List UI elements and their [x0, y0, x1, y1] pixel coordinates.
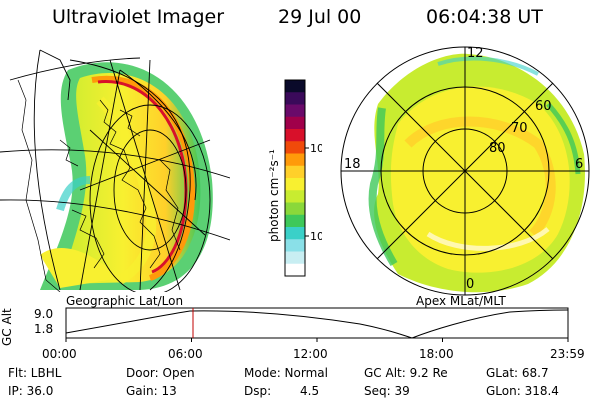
auroral-image	[40, 62, 213, 290]
coastlines	[17, 79, 181, 292]
date-label: 29 Jul 00	[278, 6, 362, 28]
seq-readout: Seq: 39	[364, 384, 410, 398]
colorbar-swatch	[285, 116, 305, 130]
mode-readout: Mode: Normal	[244, 366, 328, 380]
timeline-x-tick-0600: 06:00	[168, 347, 203, 361]
colorbar-unit-label: photon cm⁻²s⁻¹	[267, 149, 281, 242]
filter-readout: Flt: LBHL	[8, 366, 62, 380]
gc-alt-readout: GC Alt: 9.2 Re	[364, 366, 448, 380]
colorbar-swatch	[285, 104, 305, 118]
gain-readout: Gain: 13	[126, 384, 177, 398]
colorbar-swatch	[285, 263, 305, 277]
timeline-y-tick-high: 9.0	[34, 307, 54, 321]
colorbar-swatch	[285, 80, 305, 93]
instrument-title: Ultraviolet Imager	[52, 6, 225, 28]
colorbar-swatch	[285, 92, 305, 105]
colorbar-swatch	[285, 141, 305, 154]
polar-grid	[340, 46, 590, 296]
apex-panel-label: Apex MLat/MLT	[416, 294, 506, 308]
altitude-timeline	[65, 307, 569, 342]
mlat-label-80: 80	[489, 141, 506, 156]
timeline-x-tick-0000: 00:00	[42, 347, 77, 361]
colorbar-swatch	[285, 129, 305, 142]
colorbar-swatch	[285, 190, 305, 203]
colorbar-frame	[284, 79, 306, 277]
colorbar: 100 10 photon cm⁻²s⁻¹	[267, 79, 322, 277]
dsp-value: 4.5	[300, 384, 320, 398]
graticule	[0, 49, 230, 292]
geographic-panel-label: Geographic Lat/Lon	[66, 294, 184, 308]
mlt-label-18: 18	[344, 157, 361, 172]
dsp-label: Dsp:	[244, 384, 272, 398]
door-readout: Door: Open	[126, 366, 195, 380]
mlt-label-0: 0	[466, 277, 474, 292]
colorbar-tick-label-10: 10	[310, 230, 322, 243]
colorbar-swatch	[285, 239, 305, 252]
altitude-curve	[65, 309, 569, 339]
mlat-label-70: 70	[511, 121, 528, 136]
colorbar-swatch	[285, 202, 305, 216]
timeline-y-tick-low: 1.8	[34, 322, 54, 336]
mlt-label-12: 12	[467, 46, 484, 61]
timeline-x-tick-1200: 12:00	[293, 347, 328, 361]
colorbar-swatch	[285, 214, 305, 228]
timeline-x-tick-2359: 23:59	[550, 347, 585, 361]
colorbar-swatch	[285, 165, 305, 179]
apex-polar-panel: 60 70 80 12 18 6 0	[340, 46, 590, 296]
colorbar-swatch	[285, 153, 305, 167]
colorbar-swatch	[285, 227, 305, 240]
mlat-label-60: 60	[535, 99, 552, 114]
glat-readout: GLat: 68.7	[486, 366, 549, 380]
timeline-frame	[65, 307, 569, 339]
colorbar-swatches	[285, 80, 305, 277]
ip-readout: IP: 36.0	[8, 384, 54, 398]
geographic-map-panel	[0, 49, 230, 292]
colorbar-tick-label-100: 100	[310, 142, 322, 155]
colorbar-swatch	[285, 178, 305, 191]
timeline-x-tick-1800: 18:00	[419, 347, 454, 361]
mlt-label-6: 6	[575, 157, 583, 172]
glon-readout: GLon: 318.4	[486, 384, 559, 398]
colorbar-swatch	[285, 251, 305, 265]
time-label: 06:04:38 UT	[426, 6, 543, 28]
